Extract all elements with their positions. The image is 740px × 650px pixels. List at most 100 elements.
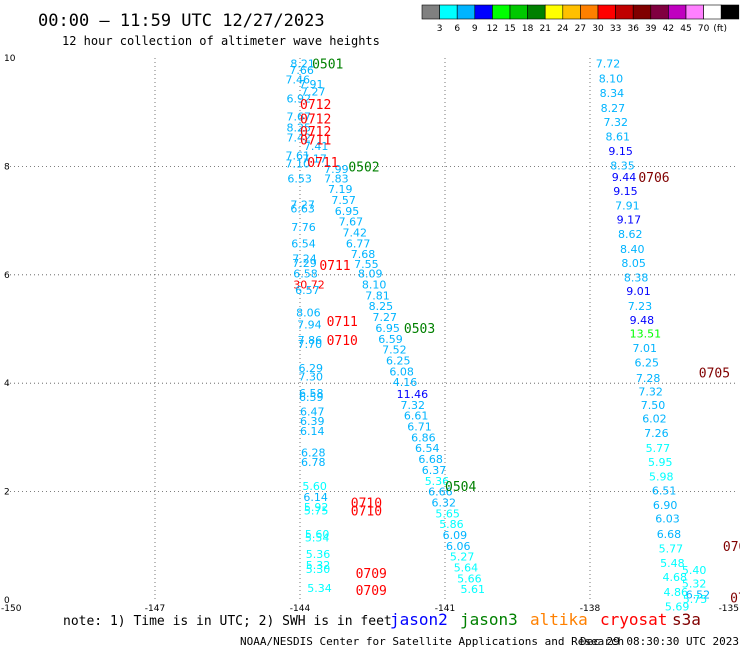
swh-value: 8.09 bbox=[358, 268, 383, 281]
swh-value: 8.10 bbox=[362, 279, 387, 292]
hour-label: 0712 bbox=[300, 98, 331, 113]
swh-value: 7.10 bbox=[286, 158, 311, 171]
color-scale-legend: 3 6 9 12 15 18 21 24 27 30 33 36 39 42 45 70 (ft) bbox=[421, 4, 740, 34]
swh-value: 9.48 bbox=[630, 314, 655, 327]
swh-value: 6.03 bbox=[655, 513, 680, 526]
hour-label: 0502 bbox=[348, 160, 379, 175]
swh-value: 6.39 bbox=[300, 415, 325, 428]
swh-value: 8.34 bbox=[600, 87, 625, 100]
swh-value: 8.05 bbox=[621, 257, 646, 270]
swh-value: 5.77 bbox=[646, 442, 671, 455]
swh-value: 7.32 bbox=[401, 399, 426, 412]
y-tick-label: 0 bbox=[4, 596, 10, 606]
scale-label: 9 bbox=[472, 24, 478, 34]
scale-swatch bbox=[509, 4, 528, 20]
hour-label: 0706 bbox=[638, 171, 669, 186]
swh-value: 7.50 bbox=[641, 399, 666, 412]
swh-value: 5.34 bbox=[307, 582, 332, 595]
hour-label: 0503 bbox=[404, 322, 435, 337]
scale-label: 12 bbox=[487, 24, 498, 34]
swh-value: 7.29 bbox=[292, 257, 317, 270]
swh-value: 6.59 bbox=[378, 333, 403, 346]
scale-swatch bbox=[703, 4, 722, 20]
scale-swatch bbox=[474, 4, 493, 20]
scale-label: 30 bbox=[592, 24, 604, 34]
swh-value: 5.30 bbox=[306, 563, 331, 576]
swh-value: 7.52 bbox=[382, 344, 407, 357]
swh-value: 7.70 bbox=[298, 338, 323, 351]
swh-value: 6.25 bbox=[386, 354, 411, 367]
scale-swatch bbox=[720, 4, 740, 20]
scale-label: 27 bbox=[575, 24, 586, 34]
hour-label: 0504 bbox=[445, 480, 476, 495]
scale-swatch bbox=[668, 4, 687, 20]
credit-left: NOAA/NESDIS Center for Satellite Applica… bbox=[240, 635, 624, 648]
swh-value: 11.46 bbox=[397, 388, 429, 401]
swh-value: 7.68 bbox=[351, 248, 376, 261]
hour-label: 0710 bbox=[351, 496, 382, 511]
swh-value: 7.27 bbox=[373, 311, 398, 324]
swh-value: 6.68 bbox=[418, 453, 443, 466]
hour-label: 0705 bbox=[730, 591, 740, 606]
swh-value: 8.35 bbox=[610, 159, 635, 172]
hour-label: 0712 bbox=[300, 113, 331, 128]
scale-label: 15 bbox=[504, 24, 515, 34]
swh-value: 4.68 bbox=[663, 571, 688, 584]
swh-value: 5.60 bbox=[305, 528, 330, 541]
hour-label: 0709 bbox=[356, 567, 387, 582]
swh-value: 7.91 bbox=[615, 199, 640, 212]
swh-value: 6.78 bbox=[301, 456, 326, 469]
swh-value: 7.32 bbox=[638, 385, 663, 398]
swh-value: 6.32 bbox=[431, 496, 456, 509]
plot-grid bbox=[10, 58, 735, 600]
scale-swatch bbox=[615, 4, 634, 20]
swh-value: 6.08 bbox=[389, 365, 414, 378]
swh-value: 8.06 bbox=[296, 307, 321, 320]
hour-label: 0705 bbox=[723, 540, 740, 555]
swh-value: 7.27 bbox=[301, 86, 326, 99]
swh-value: 7.66 bbox=[289, 64, 314, 77]
swh-value: 7.61 bbox=[286, 150, 311, 163]
swh-value: 7.67 bbox=[286, 111, 311, 124]
scale-label: 33 bbox=[610, 24, 621, 34]
swh-value: 4.16 bbox=[393, 376, 418, 389]
y-tick-label: 2 bbox=[4, 488, 10, 498]
scale-label: 24 bbox=[557, 24, 569, 34]
swh-value: 5.66 bbox=[457, 572, 482, 585]
swh-value: 9.15 bbox=[608, 145, 633, 158]
satellite-legend: jason2 jason3 altika cryosat s3a bbox=[390, 610, 701, 629]
swh-value: 6.54 bbox=[415, 442, 440, 455]
swh-value: 6.51 bbox=[652, 485, 677, 498]
y-tick-label: 8 bbox=[4, 162, 10, 172]
hour-label: 0711 bbox=[300, 133, 331, 148]
swh-value: 5.32 bbox=[306, 559, 331, 572]
scale-swatch bbox=[527, 4, 546, 20]
x-tick-label: -135 bbox=[719, 604, 739, 614]
swh-value: 7.67 bbox=[339, 216, 364, 229]
swh-value: 5.40 bbox=[682, 564, 707, 577]
scale-label: 42 bbox=[663, 24, 674, 34]
swh-value: 9.17 bbox=[617, 214, 642, 227]
swh-value: 7.24 bbox=[292, 253, 317, 266]
swh-value: 7.17 bbox=[302, 152, 327, 165]
swh-value: 5.75 bbox=[683, 593, 708, 606]
swh-value: 7.32 bbox=[604, 116, 629, 129]
swh-value: 5.75 bbox=[304, 505, 329, 518]
swh-value: 6.71 bbox=[407, 421, 432, 434]
swh-value: 7.28 bbox=[636, 372, 661, 385]
swh-value: 5.54 bbox=[305, 532, 330, 545]
swh-value: 7.26 bbox=[644, 427, 669, 440]
swh-value: 6.90 bbox=[653, 499, 678, 512]
swh-value: 6.54 bbox=[291, 237, 316, 250]
swh-value: 6.59 bbox=[299, 391, 324, 404]
swh-value: 8.25 bbox=[369, 300, 394, 313]
swh-value: 6.37 bbox=[422, 464, 447, 477]
swh-value: 8.38 bbox=[624, 272, 649, 285]
hour-label: 0710 bbox=[351, 505, 382, 520]
swh-value: 5.92 bbox=[304, 501, 329, 514]
swh-value: 8.10 bbox=[599, 73, 624, 86]
swh-value: 5.61 bbox=[460, 583, 485, 596]
scale-label: 39 bbox=[645, 24, 657, 34]
